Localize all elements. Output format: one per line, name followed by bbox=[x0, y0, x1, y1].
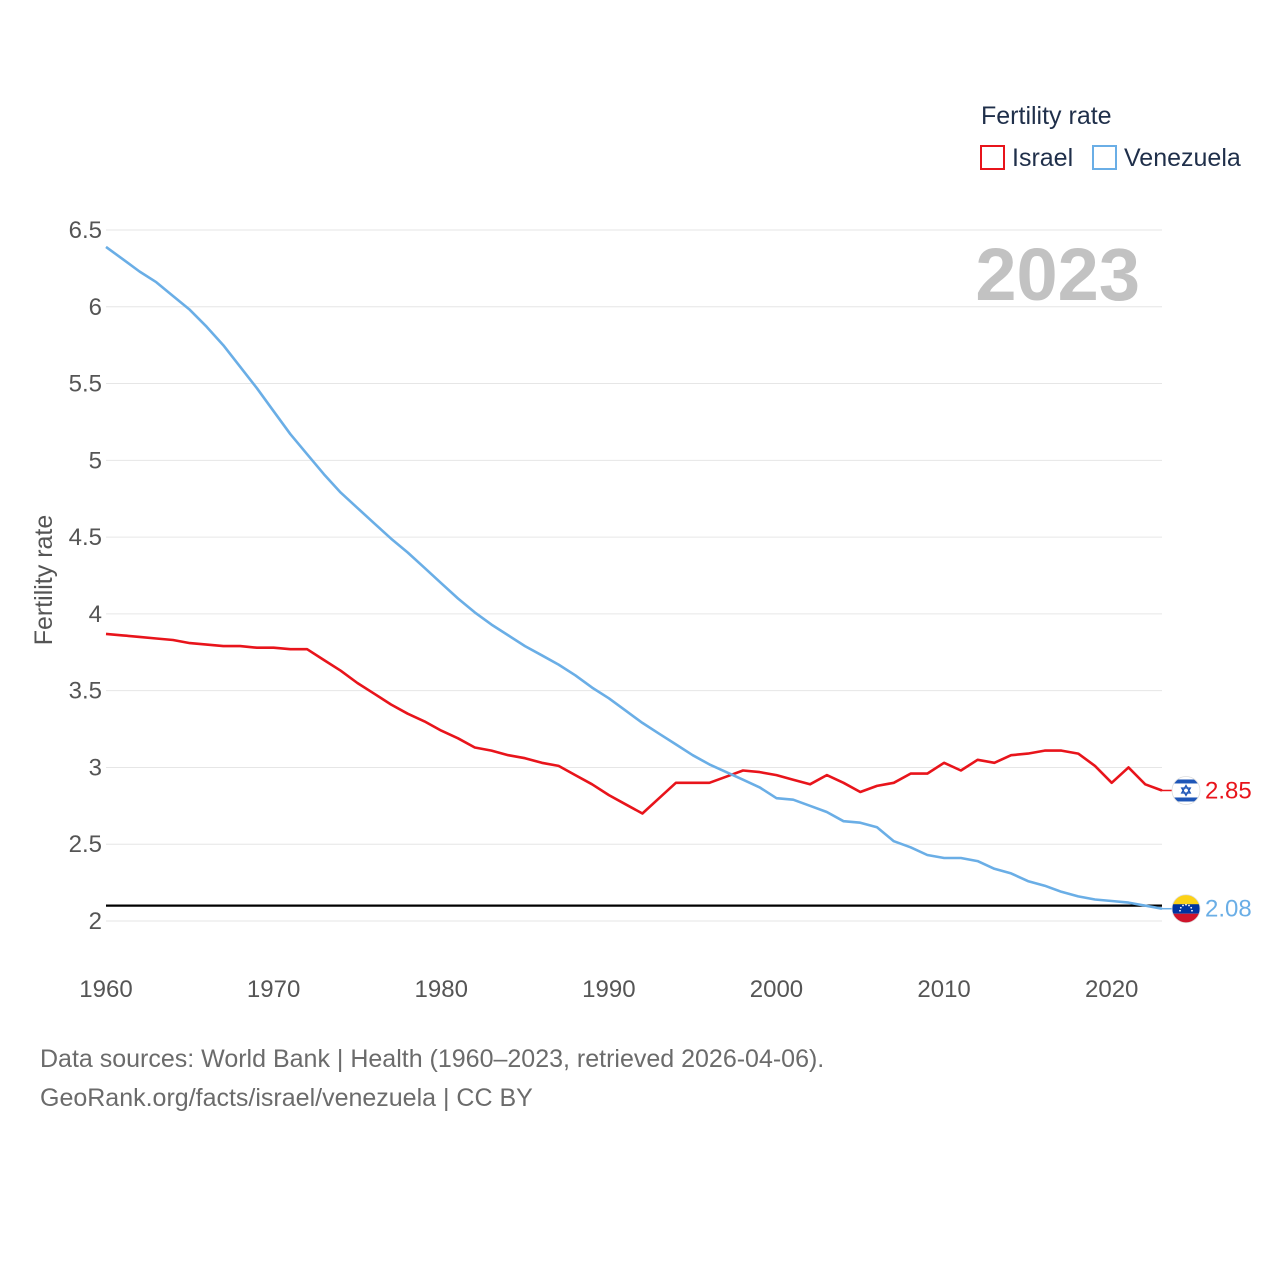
legend-title: Fertility rate bbox=[981, 102, 1112, 130]
series-line-israel[interactable] bbox=[105, 632, 1163, 815]
legend-label-israel: Israel bbox=[1012, 144, 1073, 172]
x-tick-label: 2020 bbox=[1085, 976, 1138, 1003]
legend-label-venezuela: Venezuela bbox=[1124, 144, 1241, 172]
y-tick-label: 6 bbox=[89, 294, 102, 321]
gridlines bbox=[106, 229, 1162, 922]
israel-flag-icon bbox=[1171, 776, 1201, 805]
legend: Fertility rate Israel Venezuela bbox=[980, 102, 1241, 172]
year-label: 2023 bbox=[975, 233, 1140, 316]
x-tick-label: 2000 bbox=[750, 976, 803, 1003]
x-tick-label: 1980 bbox=[415, 976, 468, 1003]
x-tick-label: 1990 bbox=[582, 976, 635, 1003]
y-tick-label: 2.5 bbox=[69, 831, 102, 858]
fertility-chart: 2 2.5 3 3.5 4 4.5 5 5.5 6 6.5 1960 1970 1980 1990 200… bbox=[30, 102, 1252, 1003]
end-value-label-venezuela: 2.08 bbox=[1205, 896, 1252, 923]
y-tick-label: 3.5 bbox=[69, 678, 102, 705]
y-tick-label: 5 bbox=[89, 447, 102, 474]
y-axis-title: Fertility rate bbox=[30, 515, 58, 646]
y-tick-label: 3 bbox=[89, 754, 102, 781]
legend-item-venezuela[interactable]: Venezuela bbox=[1092, 144, 1241, 172]
y-tick-label: 6.5 bbox=[69, 217, 102, 244]
legend-swatch-israel bbox=[980, 145, 1005, 170]
x-tick-label: 1970 bbox=[247, 976, 300, 1003]
y-tick-label: 4.5 bbox=[69, 524, 102, 551]
y-tick-label: 4 bbox=[89, 601, 102, 628]
y-tick-label: 2 bbox=[89, 908, 102, 935]
legend-item-israel[interactable]: Israel bbox=[980, 144, 1073, 172]
end-markers: 2.85 2.08 bbox=[1162, 776, 1252, 924]
data-sources-text: Data sources: World Bank | Health (1960–… bbox=[40, 1045, 825, 1073]
legend-swatch-venezuela bbox=[1092, 145, 1117, 170]
x-tick-label: 2010 bbox=[917, 976, 970, 1003]
x-axis-ticks: 1960 1970 1980 1990 2000 2010 2020 bbox=[79, 976, 1138, 1003]
series-line-venezuela[interactable] bbox=[105, 245, 1163, 910]
y-axis-ticks: 2 2.5 3 3.5 4 4.5 5 5.5 6 6.5 bbox=[69, 217, 102, 935]
series-lines bbox=[105, 245, 1163, 910]
y-tick-label: 5.5 bbox=[69, 371, 102, 398]
venezuela-flag-icon bbox=[1171, 894, 1201, 924]
end-value-label-israel: 2.85 bbox=[1205, 777, 1252, 804]
x-tick-label: 1960 bbox=[79, 976, 132, 1003]
source-link[interactable]: GeoRank.org/facts/israel/venezuela | CC … bbox=[40, 1084, 533, 1112]
